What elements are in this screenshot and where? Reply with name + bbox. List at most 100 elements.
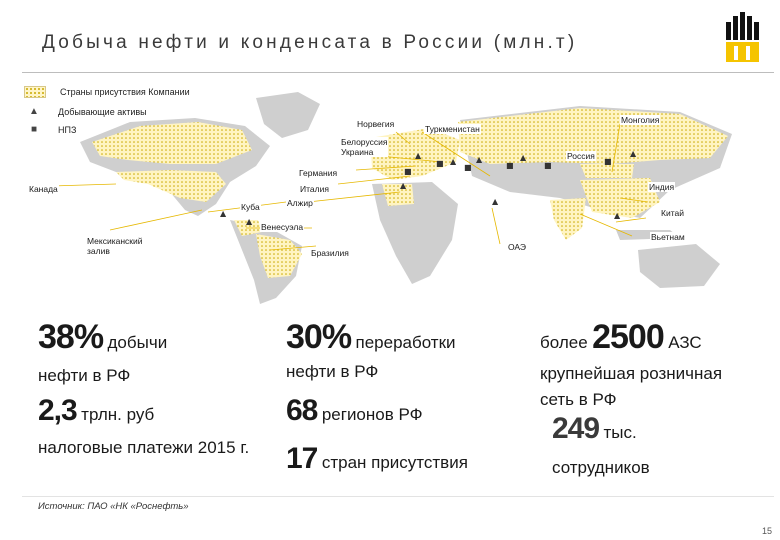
stat-unit: трлн. руб (81, 405, 155, 424)
stat-taxes: 2,3 трлн. руб (38, 394, 154, 428)
derrick-icon: ▲ (400, 181, 407, 190)
stat-value: 17 (286, 442, 318, 475)
leader-line (611, 123, 621, 173)
stat-production-caption: нефти в РФ (38, 366, 131, 385)
leader-line (579, 213, 633, 237)
leader-line (395, 131, 411, 145)
label-mongolia: Монголия (620, 115, 661, 125)
label-brazil: Бразилия (310, 248, 350, 258)
label-india: Индия (648, 182, 676, 192)
stat-regions: 68 регионов РФ (286, 394, 423, 428)
stat-value: 2,3 (38, 394, 78, 427)
derrick-icon: ▲ (220, 209, 227, 218)
legend-label: Добывающие активы (58, 106, 147, 117)
legend-item-production: ▲ Добывающие активы (24, 106, 147, 117)
stat-unit: тыс. (603, 423, 637, 442)
brazil-shape (256, 234, 302, 278)
stat-unit: регионов РФ (321, 405, 423, 424)
refinery-icon: ■ (436, 159, 444, 168)
derrick-icon: ▲ (246, 217, 253, 226)
rosneft-logo (726, 12, 759, 62)
label-italy: Италия (299, 184, 330, 194)
refinery-icon: ■ (30, 124, 38, 135)
label-norway: Норвегия (356, 119, 396, 129)
stat-unit: переработки (355, 333, 456, 352)
world-map: ▲ ▲ ▲ ▲ ▲ ▲ ▲ ▲ ▲ ▲ ▲ ■ ■ ■ ■ ■ ■ (51, 92, 732, 304)
stat-taxes-caption: налоговые платежи 2015 г. (38, 438, 250, 457)
refinery-icon: ■ (544, 161, 552, 170)
leader-line (337, 175, 411, 185)
greenland-shape (256, 92, 320, 138)
derrick-icon: ▲ (492, 197, 499, 206)
stat-production: 38% добычи (38, 318, 167, 357)
legend-item-refinery: ■ НПЗ (24, 124, 76, 135)
legend-label: НПЗ (58, 124, 77, 135)
legend-label: Страны присутствия Компании (60, 87, 190, 97)
label-russia: Россия (566, 151, 596, 161)
label-canada: Канада (28, 184, 59, 194)
stat-stations-caption-2: сеть в РФ (540, 390, 617, 409)
leader-line (379, 155, 443, 163)
india-shape (550, 198, 586, 240)
algeria-shape (382, 184, 414, 206)
leader-line (615, 217, 647, 223)
stat-employees-caption: сотрудников (552, 458, 650, 477)
label-uae: ОАЭ (507, 242, 528, 252)
page-number: 15 (761, 526, 772, 536)
derrick-icon: ▲ (450, 157, 457, 166)
stat-value: 2500 (592, 318, 665, 356)
leader-line (355, 165, 417, 171)
stat-employees: 249 тыс. (552, 412, 637, 446)
title-rule (22, 72, 774, 73)
africa-shape (372, 182, 458, 284)
canada-shape (92, 122, 252, 164)
leader-line (269, 245, 317, 251)
leader-line (109, 209, 203, 231)
slide-title: Добыча нефти и конденсата в России (млн.… (42, 32, 578, 53)
label-vietnam: Вьетнам (650, 232, 686, 242)
europe-shape (370, 128, 460, 180)
source-note: Источник: ПАО «НК «Роснефть» (38, 501, 189, 512)
mongolia-shape (580, 164, 634, 178)
stat-value: 249 (552, 412, 600, 445)
derrick-icon: ▲ (29, 106, 39, 117)
stat-unit: стран присутствия (321, 453, 468, 472)
refinery-icon: ■ (464, 163, 472, 172)
refinery-icon: ■ (506, 161, 514, 170)
leader-line (51, 183, 117, 187)
label-venezuela: Венесуэла (260, 222, 305, 232)
derrick-icon: ▲ (520, 153, 527, 162)
legend-item-presence: Страны присутствия Компании (24, 86, 190, 98)
stat-countries: 17 стран присутствия (286, 442, 468, 476)
russia-shape (458, 108, 728, 164)
label-turkmenistan: Туркменистан (424, 124, 481, 134)
stat-prefix: более (540, 333, 588, 352)
stat-refining-caption: нефти в РФ (286, 362, 379, 381)
dotted-swatch-icon (24, 86, 46, 98)
leader-line (421, 131, 491, 177)
stat-stations-caption-1: крупнейшая розничная (540, 364, 723, 383)
refinery-icon: ■ (404, 167, 412, 176)
derrick-icon: ▲ (614, 211, 621, 220)
leader-line (619, 197, 649, 203)
leader-line (307, 191, 401, 203)
label-cuba: Куба (240, 202, 261, 212)
stat-unit: добычи (107, 333, 168, 352)
label-germany: Германия (298, 168, 339, 178)
derrick-icon: ▲ (630, 149, 637, 158)
derrick-icon: ▲ (476, 155, 483, 164)
leader-line (491, 207, 501, 245)
label-mexico-gulf: Мексиканский залив (86, 236, 144, 256)
stat-refining: 30% переработки (286, 318, 456, 357)
australia-shape (638, 244, 720, 288)
refinery-icon: ■ (604, 157, 612, 166)
stat-stations: более 2500 АЗС (540, 318, 702, 357)
stat-value: 38% (38, 318, 104, 356)
label-china: Китай (660, 208, 685, 218)
label-belarus-ukraine: Белоруссия Украина (340, 137, 389, 157)
stat-value: 68 (286, 394, 318, 427)
label-algeria: Алжир (286, 198, 314, 208)
usa-shape (116, 170, 226, 202)
footer-rule (22, 496, 774, 497)
stat-unit: АЗС (668, 333, 702, 352)
